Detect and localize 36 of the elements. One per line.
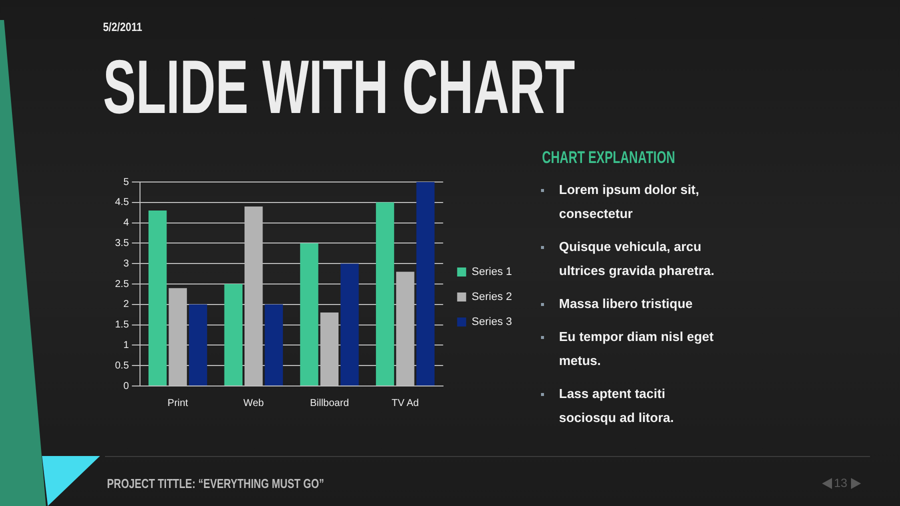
chart-title: SLIDE WITH CHART bbox=[103, 45, 575, 130]
bar bbox=[300, 243, 318, 386]
bar bbox=[224, 284, 242, 386]
bar bbox=[148, 210, 167, 386]
text: PROJECT TITTLE: “EVERYTHING MUST GO” bbox=[107, 476, 324, 491]
x-tick-label: TV Ad bbox=[392, 398, 419, 409]
y-tick-label: 5 bbox=[123, 176, 130, 188]
text: Eu tempor diam nisl eget metus. bbox=[558, 328, 715, 370]
y-tick-label: 0 bbox=[123, 380, 130, 392]
x-tick-label: Print bbox=[168, 398, 188, 409]
bar bbox=[340, 264, 359, 386]
legend-label: Series 2 bbox=[472, 291, 512, 304]
text: Lass aptent taciti sociosqu ad litora. bbox=[558, 385, 675, 427]
y-tick-label: 2 bbox=[123, 299, 130, 310]
bar bbox=[376, 202, 394, 386]
y-tick-label: 1 bbox=[123, 340, 130, 351]
y-tick-label: 4 bbox=[123, 218, 130, 229]
text: Massa libero tristique bbox=[558, 295, 694, 313]
text: 13 bbox=[834, 476, 848, 490]
legend-label: Series 1 bbox=[472, 266, 512, 278]
text: 5/2/2011 bbox=[103, 20, 142, 34]
legend-label: Series 3 bbox=[472, 316, 512, 328]
text: CHART EXPLANATION bbox=[542, 148, 676, 168]
bar bbox=[264, 304, 283, 386]
y-tick-label: 0.5 bbox=[114, 360, 130, 372]
text: Lorem ipsum dolor sit, consectetur bbox=[558, 181, 700, 223]
bar bbox=[416, 182, 435, 386]
y-tick-label: 2.5 bbox=[114, 278, 130, 290]
y-tick-label: 3.5 bbox=[114, 238, 130, 249]
y-tick-label: 1.5 bbox=[114, 320, 130, 331]
x-tick-label: Web bbox=[243, 398, 264, 409]
x-tick-label: Billboard bbox=[310, 398, 349, 409]
bar bbox=[188, 304, 208, 386]
y-tick-label: 3 bbox=[123, 258, 130, 270]
text: Quisque vehicula, arcu ultrices gravida pharetra. bbox=[558, 238, 716, 280]
y-tick-label: 4.5 bbox=[114, 197, 130, 208]
